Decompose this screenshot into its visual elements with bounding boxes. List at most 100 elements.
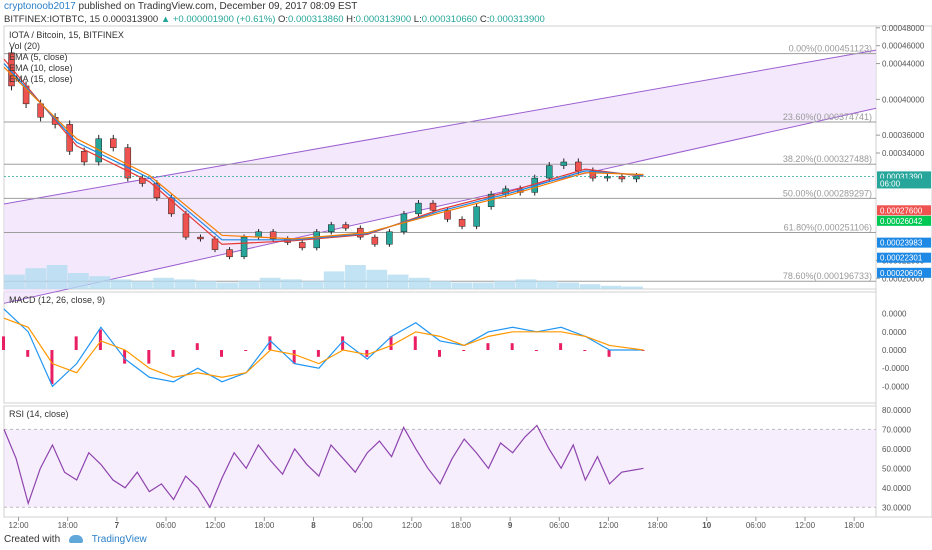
candle-body [429, 202, 437, 211]
rsi-y-tick-label: 70.0000 [882, 425, 911, 434]
price-badge [877, 267, 931, 278]
volume-bar [238, 281, 260, 289]
price-badge-label: 06:00 [880, 179, 901, 188]
macd-y-tick-label: 0.0000 [882, 328, 907, 337]
fib-level-label: 0.00%(0.000451123) [789, 44, 872, 54]
x-tick-label: 06:00 [549, 521, 570, 530]
y-tick-label: 0.00040000 [882, 95, 925, 104]
candle-body [371, 236, 379, 245]
macd-histogram-bar [244, 350, 248, 351]
x-tick-label: 06:00 [156, 521, 177, 530]
price-badge-label: 0.00027600 [880, 206, 923, 215]
fib-level-label: 78.60%(0.000196733) [783, 271, 872, 281]
x-tick-label: 18:00 [648, 521, 669, 530]
macd-histogram-bar [462, 350, 466, 351]
tradingview-link[interactable]: TradingView [91, 534, 147, 545]
macd-y-tick-label: 0.0000 [882, 346, 907, 355]
macd-histogram-bar [123, 350, 127, 364]
tradingview-logo-icon [68, 535, 83, 544]
candle-body [342, 224, 350, 229]
low-label: L: [413, 14, 422, 25]
x-tick-label: 7 [115, 521, 120, 530]
open-value: 0.000313860 [288, 14, 344, 25]
x-tick-label: 12:00 [598, 521, 619, 530]
macd-histogram-bar [486, 343, 490, 350]
volume-bar [302, 281, 324, 289]
low-value: 0.000310660 [421, 14, 478, 25]
ema5-line [3, 58, 644, 245]
x-tick-label: 12:00 [795, 521, 816, 530]
rsi-title: RSI (14, close) [9, 409, 69, 419]
candle-body [473, 206, 480, 227]
volume-bar [67, 273, 89, 289]
candle-body [546, 165, 553, 179]
macd-histogram-bar [26, 350, 30, 357]
rsi-y-tick-label: 80.0000 [882, 406, 911, 415]
macd-histogram-bar [171, 350, 175, 357]
created-with-label: Created with [4, 534, 61, 545]
last-price: 0.000313900 [102, 14, 159, 25]
volume-bar [345, 265, 366, 289]
rsi-line [3, 424, 644, 509]
volume-bar [110, 279, 132, 289]
candle-body [444, 210, 451, 220]
volume-bar [622, 286, 643, 289]
volume-bar [430, 281, 452, 289]
volume-bar [153, 277, 175, 289]
volume-bar [472, 282, 494, 289]
legend-vol: Vol (20) [9, 41, 40, 51]
rsi-y-tick-label: 30.0000 [882, 503, 911, 512]
macd-y-tick-label: 0.0000 [882, 310, 907, 319]
macd-pane[interactable] [3, 291, 877, 404]
x-tick-label: 12:00 [205, 521, 226, 530]
author-link[interactable]: cryptonoob2017 [4, 1, 76, 12]
rsi-y-tick-label: 60.0000 [882, 445, 911, 454]
candle-body [197, 236, 204, 240]
price-change: ▲ +0.000001900 (+0.61%) [160, 14, 276, 25]
y-tick-label: 0.00044000 [882, 60, 925, 69]
candle-body [313, 231, 320, 249]
open-label: O: [278, 14, 289, 25]
legend-ema15: EMA (15, close) [9, 74, 73, 84]
y-tick-label: 0.00048000 [882, 24, 925, 33]
macd-histogram-bar [341, 336, 345, 350]
volume-bar [494, 281, 516, 289]
macd-y-tick-label: -0.0000 [882, 382, 910, 391]
macd-histogram-bar [195, 343, 199, 350]
close-label: C: [479, 14, 490, 25]
candle-body [458, 218, 466, 227]
candle-body [604, 176, 611, 179]
candle-body [110, 138, 117, 148]
macd-histogram-bar [607, 350, 611, 357]
x-tick-label: 18:00 [451, 521, 472, 530]
ema10-line [3, 63, 644, 241]
volume-bar [408, 277, 430, 289]
channel-lower-line [3, 107, 877, 304]
ohlc-header: BITFINEX:IOTBTC, 15 0.000313900 ▲ +0.000… [4, 14, 545, 25]
x-tick-label: 18:00 [58, 521, 79, 530]
legend-ema5: EMA (5, close) [9, 52, 68, 62]
candle-body [415, 202, 422, 215]
macd-histogram-bar [50, 350, 54, 385]
price-badge [877, 237, 931, 248]
close-value: 0.000313900 [489, 14, 545, 25]
rsi-band-fill [4, 429, 876, 508]
macd-histogram-bar [316, 350, 320, 357]
volume-bar [174, 279, 196, 289]
volume-bar [366, 269, 388, 289]
macd-histogram-bar [389, 336, 393, 350]
price-badge-label: 0.00031390 [880, 172, 923, 181]
macd-histogram-bar [438, 350, 441, 357]
macd-line [3, 308, 644, 388]
candle-body [298, 242, 306, 249]
macd-histogram-bar [559, 343, 563, 350]
x-tick-label: 9 [508, 521, 513, 530]
price-badge [877, 205, 931, 216]
x-tick-label: 06:00 [746, 521, 767, 530]
x-tick-label: 12:00 [9, 521, 30, 530]
macd-histogram-bar [534, 350, 538, 351]
legend-ema10: EMA (10, close) [9, 63, 73, 73]
macd-signal-line [3, 317, 644, 378]
rsi-y-tick-label: 50.0000 [882, 464, 911, 473]
